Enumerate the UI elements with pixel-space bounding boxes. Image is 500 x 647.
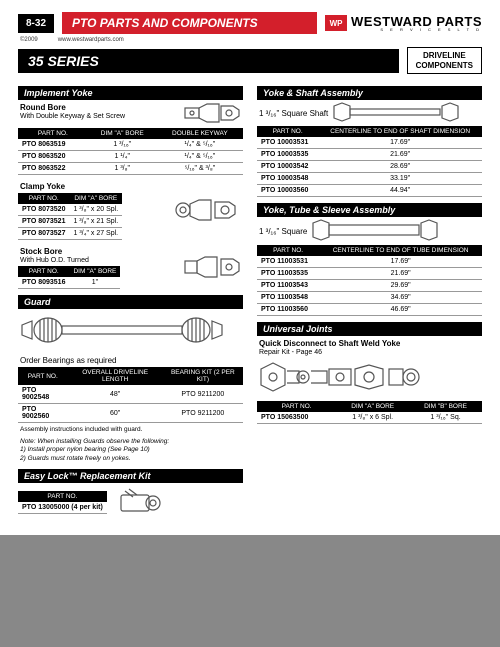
guard-order: Order Bearings as required <box>20 356 243 365</box>
stock-bore-sub: With Hub O.D. Turned <box>20 257 179 264</box>
uj-icon <box>257 357 427 397</box>
table-row: PTO 80635191 ³/₁₆"¹/₄" & ⁵/₁₆" <box>18 139 243 151</box>
hdr-ysa: Yoke & Shaft Assembly <box>257 86 482 100</box>
table-row: PTO 80635221 ³/₈"⁵/₁₆" & ³/₈" <box>18 163 243 175</box>
table-row: PTO 80735201 ³/₈" x 20 Spl. <box>18 204 122 216</box>
table-row: PTO 80735271 ³/₄" x 27 Spl. <box>18 228 122 240</box>
copyright-row: ©2009 www.westwardparts.com <box>18 36 482 47</box>
yts-sub: 1 ³/₁₆" Square <box>259 227 307 236</box>
guard-note: Note: When installing Guards observe the… <box>20 438 241 463</box>
page-number: 8-32 <box>18 14 54 33</box>
clamp-yoke-title: Clamp Yoke <box>20 182 169 191</box>
url: www.westwardparts.com <box>58 37 124 43</box>
guard-icon <box>18 313 228 347</box>
table-row: PTO 1000353117.69" <box>257 137 482 149</box>
hdr-uj: Universal Joints <box>257 322 482 336</box>
table-row: PTO 80735211 ³/₈" x 21 Spl. <box>18 216 122 228</box>
yts-table: PART NO.CENTERLINE TO END OF TUBE DIMENS… <box>257 245 482 316</box>
table-row: PTO 13005000 (4 per kit) <box>18 502 107 514</box>
round-bore-table: PART NO.DIM "A" BOREDOUBLE KEYWAY PTO 80… <box>18 128 243 175</box>
round-bore-sub: With Double Keyway & Set Screw <box>20 113 179 120</box>
table-row: PTO 1100356046.69" <box>257 304 482 316</box>
uj-table: PART NO.DIM "A" BOREDIM "B" BORE PTO 150… <box>257 401 482 424</box>
left-column: Implement Yoke Round Bore With Double Ke… <box>18 80 243 517</box>
stock-bore-title: Stock Bore <box>20 247 179 256</box>
table-row: PTO 900256060"PTO 9211200 <box>18 404 243 423</box>
logo-icon: WP <box>325 15 347 31</box>
round-bore-title: Round Bore <box>20 103 179 112</box>
guard-asm: Assembly instructions included with guar… <box>20 426 241 434</box>
uj-sub2: Repair Kit - Page 46 <box>259 349 482 356</box>
two-columns: Implement Yoke Round Bore With Double Ke… <box>18 80 482 517</box>
driveline-badge: DRIVELINE COMPONENTS <box>407 47 482 74</box>
table-row: PTO 80635201 ¹/₄"¹/₄" & ⁵/₁₆" <box>18 151 243 163</box>
guard-table: PART NO.OVERALL DRIVELINE LENGTHBEARING … <box>18 367 243 423</box>
hdr-implement-yoke: Implement Yoke <box>18 86 243 100</box>
ysa-sub: 1 ³/₁₆" Square Shaft <box>259 109 328 118</box>
table-row: PTO 1100354329.69" <box>257 280 482 292</box>
hdr-yts: Yoke, Tube & Sleeve Assembly <box>257 203 482 217</box>
stock-bore-table: PART NO.DIM "A" BORE PTO 80935161" <box>18 266 120 289</box>
page-title: PTO PARTS AND COMPONENTS <box>62 12 317 34</box>
series-row: 35 SERIES DRIVELINE COMPONENTS <box>18 47 482 74</box>
easylock-icon <box>115 487 165 517</box>
stock-bore-icon <box>183 253 243 281</box>
table-row: PTO 1000354833.19" <box>257 173 482 185</box>
hdr-guard: Guard <box>18 295 243 309</box>
series-title: 35 SERIES <box>18 49 399 73</box>
yts-icon <box>311 217 441 243</box>
table-row: PTO 1100353521.69" <box>257 268 482 280</box>
hdr-easylock: Easy Lock™ Replacement Kit <box>18 469 243 483</box>
round-bore-icon <box>183 100 243 126</box>
ysa-icon <box>332 100 462 124</box>
uj-sub: Quick Disconnect to Shaft Weld Yoke <box>259 339 482 348</box>
easylock-table: PART NO. PTO 13005000 (4 per kit) <box>18 491 107 514</box>
table-row: PTO 1000354228.69" <box>257 161 482 173</box>
brand-logo: WP WESTWARD PARTS S E R V I C E S L T D <box>325 14 482 32</box>
clamp-yoke-icon <box>173 194 243 226</box>
right-column: Yoke & Shaft Assembly 1 ³/₁₆" Square Sha… <box>257 80 482 517</box>
table-row: PTO 80935161" <box>18 277 120 289</box>
clamp-yoke-table: PART NO.DIM "A" BORE PTO 80735201 ³/₈" x… <box>18 193 122 240</box>
ysa-table: PART NO.CENTERLINE TO END OF SHAFT DIMEN… <box>257 126 482 197</box>
catalog-page: 8-32 PTO PARTS AND COMPONENTS WP WESTWAR… <box>0 0 500 535</box>
table-row: PTO 150635001 ³/₈" x 6 Spl.1 ³/₁₆" Sq. <box>257 412 482 424</box>
table-row: PTO 1100354834.69" <box>257 292 482 304</box>
copyright: ©2009 <box>20 37 38 43</box>
top-bar: 8-32 PTO PARTS AND COMPONENTS WP WESTWAR… <box>18 12 482 34</box>
table-row: PTO 1100353117.69" <box>257 256 482 268</box>
table-row: PTO 1000356044.94" <box>257 185 482 197</box>
table-row: PTO 1000353521.69" <box>257 149 482 161</box>
table-row: PTO 900254848"PTO 9211200 <box>18 385 243 404</box>
